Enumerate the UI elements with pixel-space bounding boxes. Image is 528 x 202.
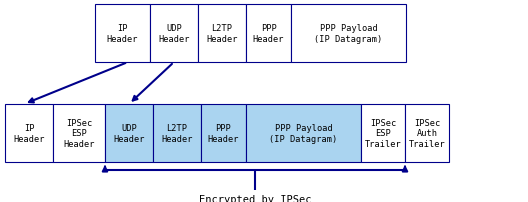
Bar xyxy=(201,104,246,162)
Bar xyxy=(95,5,150,63)
Text: L2TP
Header: L2TP Header xyxy=(206,24,238,43)
Text: PPP
Header: PPP Header xyxy=(253,24,284,43)
Text: UDP
Header: UDP Header xyxy=(158,24,190,43)
Bar xyxy=(150,5,198,63)
Bar xyxy=(5,104,53,162)
Text: IPSec
ESP
Trailer: IPSec ESP Trailer xyxy=(365,119,401,148)
Text: L2TP
Header: L2TP Header xyxy=(161,124,193,143)
Bar xyxy=(246,5,291,63)
Text: UDP
Header: UDP Header xyxy=(113,124,145,143)
Bar xyxy=(53,104,105,162)
Text: IP
Header: IP Header xyxy=(13,124,45,143)
Bar xyxy=(153,104,201,162)
Text: PPP Payload
(IP Datagram): PPP Payload (IP Datagram) xyxy=(314,24,383,43)
Bar xyxy=(105,104,153,162)
Bar xyxy=(405,104,449,162)
Bar xyxy=(198,5,246,63)
Bar xyxy=(361,104,405,162)
Text: IPSec
ESP
Header: IPSec ESP Header xyxy=(63,119,95,148)
Text: IP
Header: IP Header xyxy=(107,24,138,43)
Bar xyxy=(291,5,406,63)
Text: PPP Payload
(IP Datagram): PPP Payload (IP Datagram) xyxy=(269,124,337,143)
Text: IPSec
Auth
Trailer: IPSec Auth Trailer xyxy=(409,119,446,148)
Text: Encrypted by IPSec: Encrypted by IPSec xyxy=(199,194,311,202)
Text: PPP
Header: PPP Header xyxy=(208,124,239,143)
Bar xyxy=(246,104,361,162)
